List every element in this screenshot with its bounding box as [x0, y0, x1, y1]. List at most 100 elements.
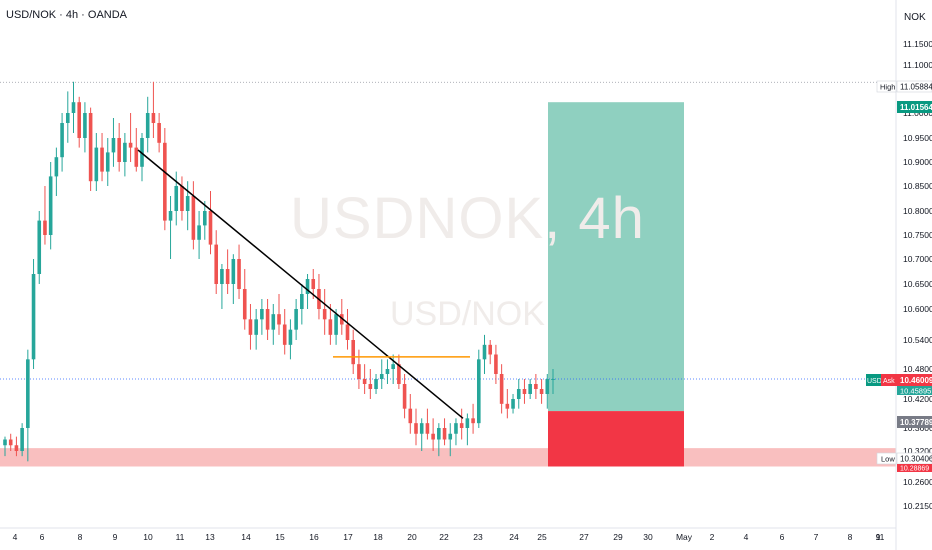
- candle-body: [482, 344, 487, 360]
- time-tick-label: 29: [613, 532, 623, 542]
- candle-body: [248, 319, 253, 335]
- time-tick-label: 9: [876, 532, 881, 542]
- candle-body: [88, 113, 93, 182]
- candle-body: [379, 374, 384, 379]
- candle-body: [43, 220, 47, 235]
- stop-price-box: [897, 464, 932, 472]
- candle-body: [368, 384, 373, 389]
- currency-label: NOK: [904, 12, 926, 23]
- price-tick-label: 10.90000: [903, 157, 932, 167]
- price-tick-label: 10.21500: [903, 501, 932, 511]
- time-tick-label: 11: [176, 532, 185, 542]
- time-tick-label: 7: [814, 532, 819, 542]
- price-tick-label: 10.85000: [903, 181, 932, 191]
- candle-body: [545, 379, 550, 394]
- low-tag-box: [876, 452, 897, 465]
- candle-body: [374, 379, 378, 389]
- candle-body: [385, 369, 390, 374]
- candle-body: [37, 220, 42, 274]
- candle-body: [288, 329, 293, 345]
- candle-body: [494, 354, 498, 374]
- time-tick-label: 9: [113, 532, 118, 542]
- candle-body: [163, 142, 167, 221]
- entry-price-box: [897, 416, 932, 428]
- candle-body: [145, 113, 150, 138]
- watermark-pair: USD/NOK: [390, 295, 545, 333]
- candle-body: [305, 279, 310, 294]
- candle-body: [294, 309, 298, 330]
- candle-body: [260, 309, 264, 320]
- candle-body: [357, 364, 361, 379]
- bid-price-label: 10.45895: [900, 387, 931, 396]
- time-tick-label: 17: [343, 532, 353, 542]
- time-tick-label: 25: [537, 532, 547, 542]
- trendline: [137, 149, 464, 419]
- usd-tag: USD: [867, 378, 882, 385]
- candle-body: [419, 423, 424, 434]
- time-tick-label: 4: [744, 532, 749, 542]
- ask-tag: Ask: [883, 378, 895, 385]
- price-tick-label: 10.60000: [903, 304, 932, 314]
- candle-body: [534, 384, 538, 389]
- candle-body: [499, 374, 504, 404]
- price-tick-label: 10.70000: [903, 254, 932, 264]
- candle-body: [105, 152, 110, 172]
- price-tick-label: 10.26000: [903, 477, 932, 487]
- candle-body: [94, 147, 99, 182]
- candle-body: [231, 259, 236, 284]
- price-labels: High 11.05884 11.01564 USD Ask 10.46009 10.458…: [866, 80, 932, 473]
- candle-body: [26, 359, 30, 428]
- low-price-label: 10.30406: [900, 455, 932, 464]
- time-tick-label: 8: [78, 532, 83, 542]
- price-tick-label: 10.75000: [903, 230, 932, 240]
- price-tick-label: 10.32000: [903, 446, 932, 456]
- candle-body: [431, 433, 435, 440]
- candle-body: [151, 113, 156, 123]
- time-tick-label: 30: [643, 532, 653, 542]
- drawing-layer: [0, 81, 896, 467]
- candle-body: [522, 389, 527, 394]
- candle-body: [414, 423, 418, 434]
- candle-body: [391, 364, 395, 369]
- candle-body: [48, 176, 53, 235]
- candle-body: [408, 408, 413, 424]
- candle-body: [265, 309, 270, 330]
- time-tick-label: 6: [780, 532, 785, 542]
- candle-body: [476, 359, 481, 424]
- price-tick-label: 10.54000: [903, 335, 932, 345]
- time-tick-label: 8: [848, 532, 853, 542]
- candle-body: [157, 123, 161, 143]
- high-price-label: 11.05884: [900, 83, 932, 92]
- candle-body: [237, 259, 241, 289]
- time-axis[interactable]: 4 6 8 9 10 11 13 14 15 16 17 18 20 22 23 24 25 27 29 30 May 2…: [13, 532, 885, 542]
- time-tick-label: 10: [143, 532, 153, 542]
- entry-price-label: 10.37789: [900, 418, 932, 427]
- symbol-title[interactable]: USD/NOK · 4h · OANDA: [6, 9, 128, 21]
- candle-body: [3, 439, 7, 446]
- candle-body: [516, 389, 521, 399]
- price-tick-label: 10.42000: [903, 394, 932, 404]
- high-price-box: [896, 80, 932, 93]
- candle-body: [214, 244, 219, 284]
- candle-body: [459, 423, 464, 428]
- candle-body: [277, 314, 281, 325]
- candle-body: [362, 379, 367, 384]
- candle-body: [65, 113, 70, 123]
- stop-price-label: 10.28869: [900, 466, 929, 473]
- time-tick-label: 15: [275, 532, 285, 542]
- time-tick-label: 11: [876, 532, 885, 542]
- candle-body: [191, 196, 196, 240]
- candle-body: [111, 138, 116, 153]
- time-tick-label: 27: [579, 532, 589, 542]
- candle-body: [220, 269, 224, 284]
- target-zone: [548, 102, 684, 412]
- candle-body: [551, 379, 555, 380]
- candle-body: [442, 428, 447, 440]
- candle-body: [123, 142, 127, 162]
- candle-body: [339, 314, 344, 325]
- time-tick-label: 6: [40, 532, 45, 542]
- candles-layer: [3, 81, 555, 462]
- time-tick-label: 24: [509, 532, 519, 542]
- candle-body: [397, 364, 401, 384]
